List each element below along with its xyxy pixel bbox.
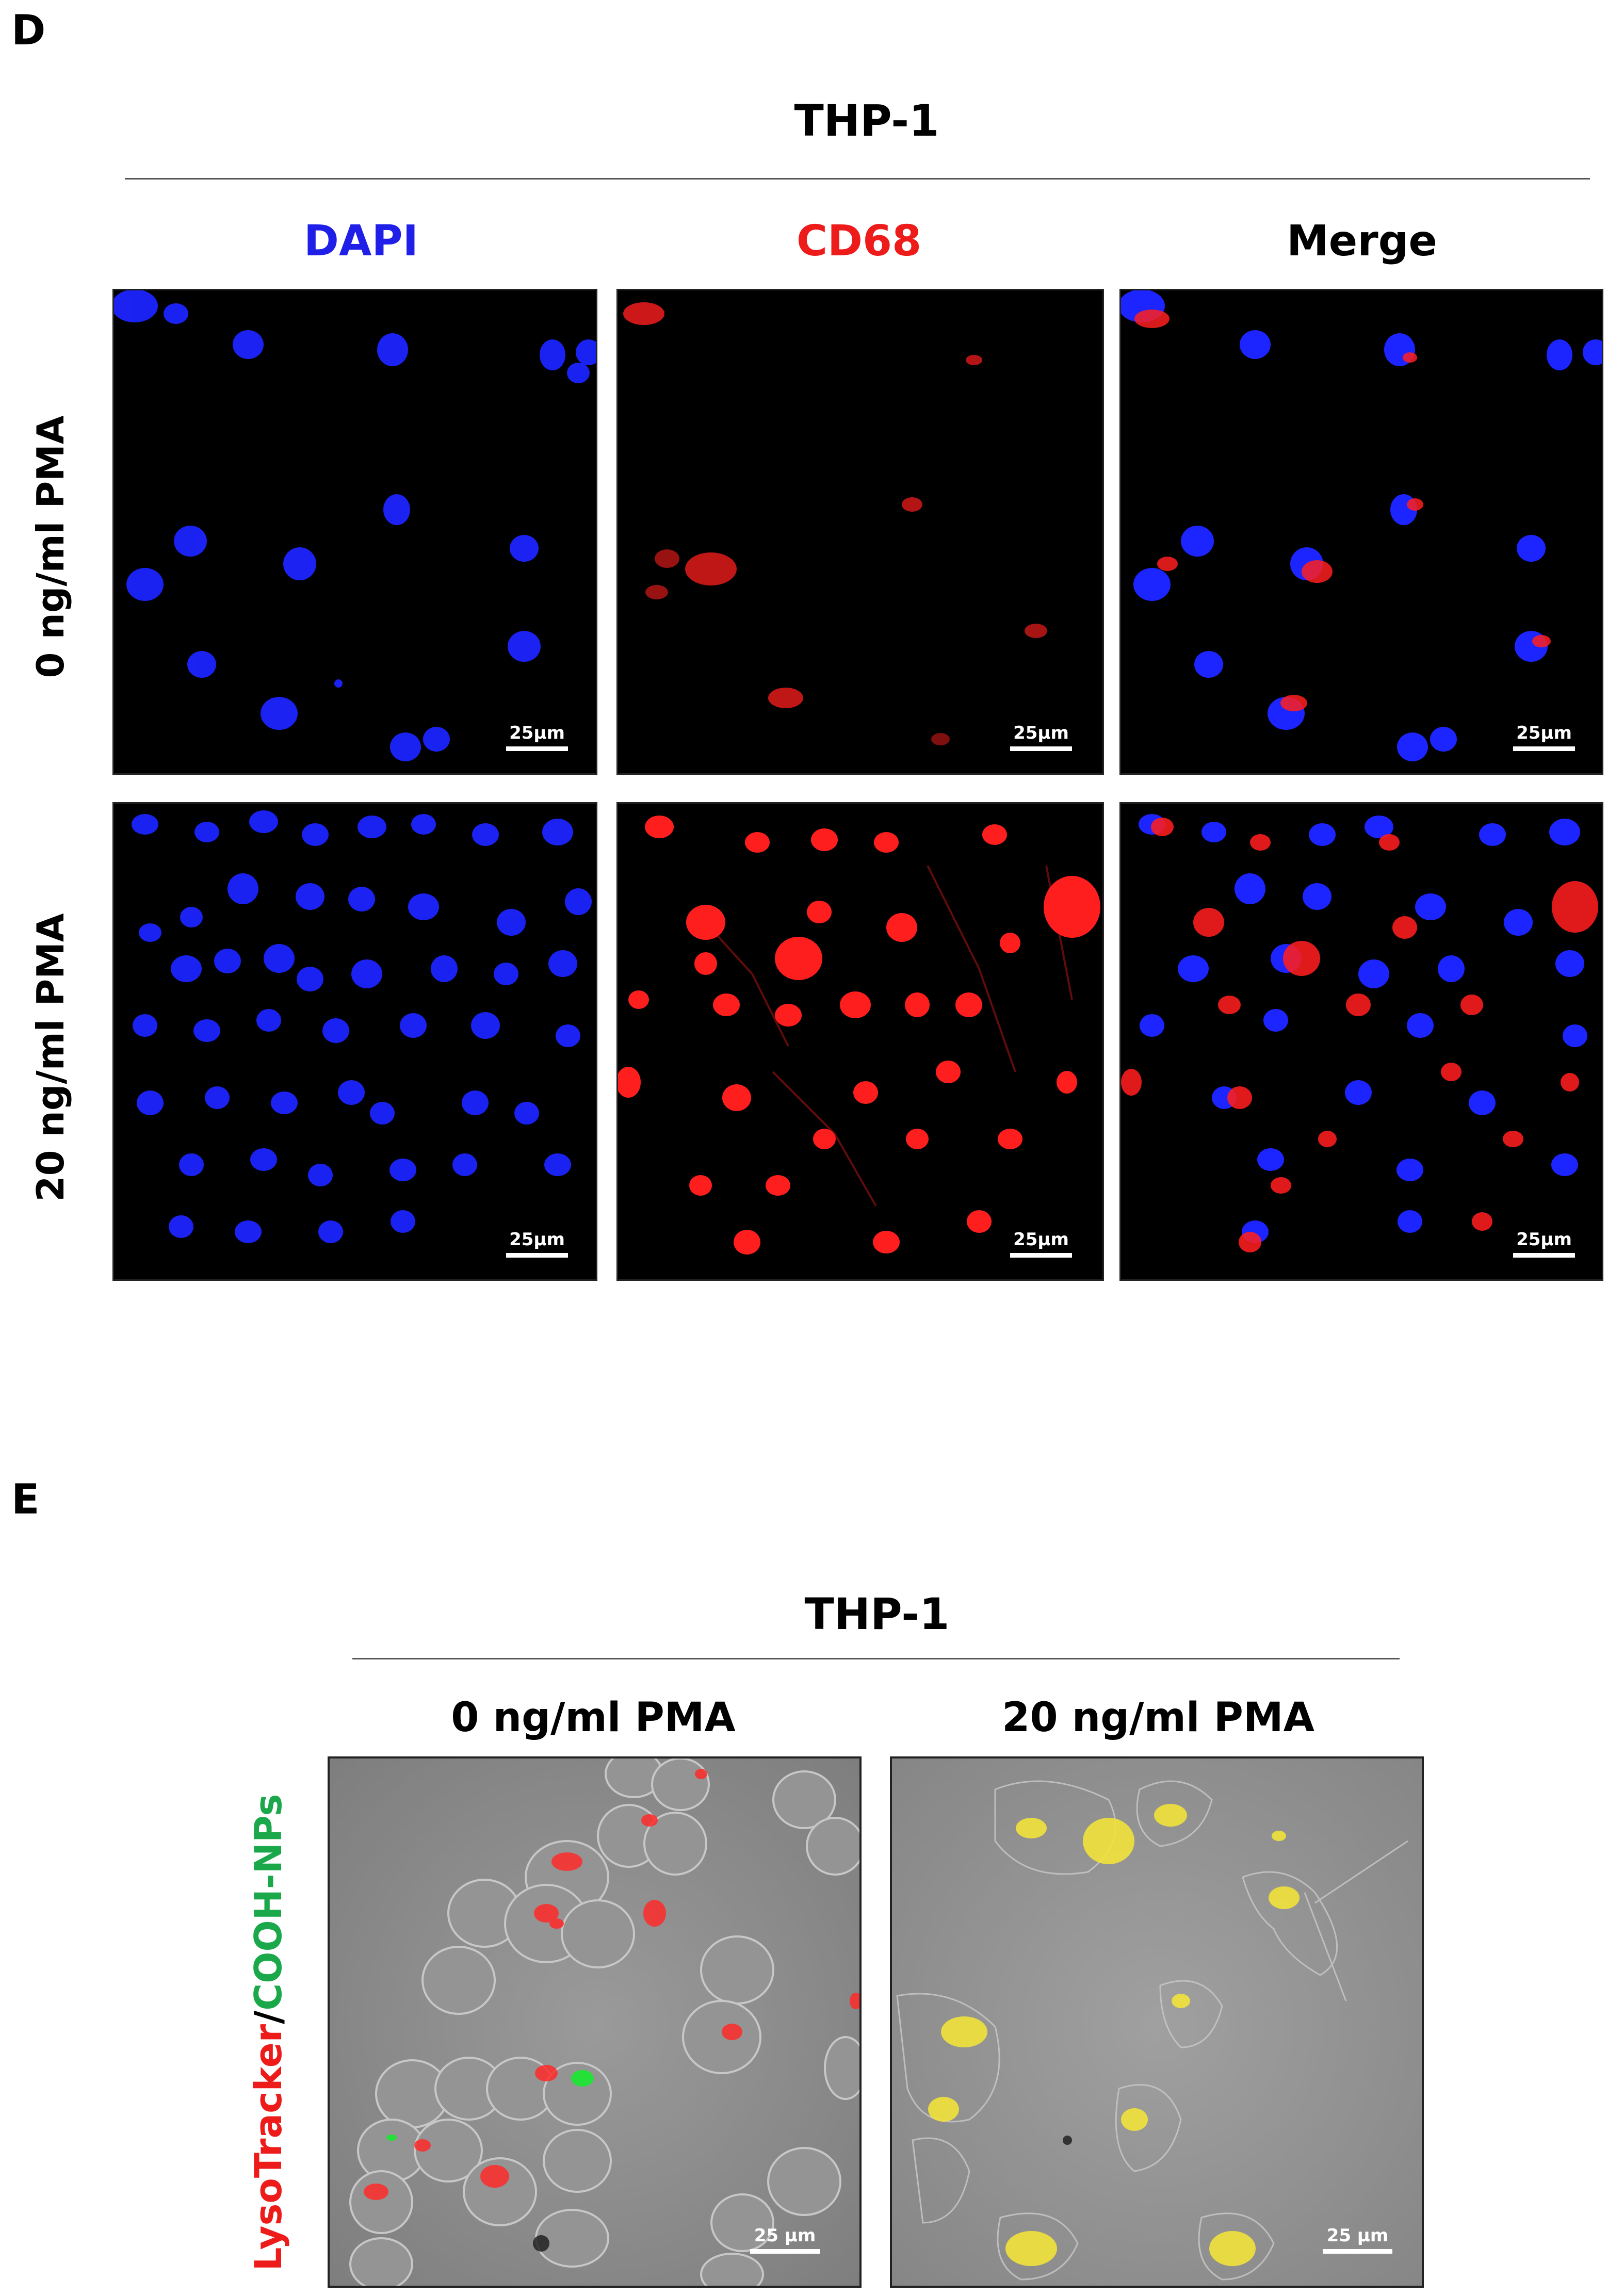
label-separator: / xyxy=(247,2010,290,2024)
brightfield-20-pma: 25 μm xyxy=(890,1756,1424,2288)
row-label-0-pma: 0 ng/ml PMA xyxy=(29,415,72,678)
micrograph-merge-0-pma: 25μm xyxy=(1119,289,1603,775)
scalebar-label: 25μm xyxy=(1013,1229,1069,1250)
panel-e-title: THP-1 xyxy=(804,1589,950,1639)
dapi-20-pma-cells xyxy=(132,810,592,1243)
panel-d-title-rule xyxy=(125,178,1590,180)
micrograph-dapi-0-pma: 25μm xyxy=(112,289,597,775)
brightfield-20-pma-cells xyxy=(892,1758,1422,2286)
micrograph-merge-20-pma: 25μm xyxy=(1119,802,1603,1281)
lysotracker-label: LysoTracker xyxy=(247,2024,290,2271)
brightfield-0-pma-cells xyxy=(330,1758,859,2286)
scalebar-line xyxy=(1010,1253,1072,1258)
scalebar-line xyxy=(750,2249,820,2254)
merge-20-pma-cells xyxy=(1121,814,1598,1252)
panel-letter-d: D xyxy=(11,6,46,54)
scalebar-cd68-0-pma: 25μm xyxy=(1010,723,1072,751)
scalebar-label: 25μm xyxy=(1516,1229,1572,1250)
panel-e-title-rule xyxy=(352,1658,1400,1659)
scalebar-label: 25μm xyxy=(1516,723,1572,743)
lysotracker-cooh-nps-label: LysoTracker/COOH-NPs xyxy=(247,1794,290,2271)
condition-label-20-pma: 20 ng/ml PMA xyxy=(1002,1695,1314,1741)
scalebar-cd68-20-pma: 25μm xyxy=(1010,1229,1072,1258)
scalebar-line xyxy=(506,746,568,751)
brightfield-0-pma: 25 μm xyxy=(328,1756,862,2288)
panel-letter-e: E xyxy=(11,1475,40,1523)
scalebar-line xyxy=(1010,746,1072,751)
micrograph-cd68-20-pma: 25μm xyxy=(616,802,1104,1281)
cooh-nps-label: COOH-NPs xyxy=(247,1794,290,2011)
micrograph-dapi-20-pma: 25μm xyxy=(112,802,597,1281)
scalebar-merge-20-pma: 25μm xyxy=(1513,1229,1575,1258)
merge-0-pma-cells xyxy=(1121,290,1602,761)
scalebar-label: 25μm xyxy=(509,1229,565,1250)
scalebar-merge-0-pma: 25μm xyxy=(1513,723,1575,751)
column-label-cd68: CD68 xyxy=(796,217,922,266)
scalebar-label: 25 μm xyxy=(1326,2225,1389,2246)
dapi-0-pma-cells xyxy=(114,290,596,761)
scalebar-brightfield-20-pma: 25 μm xyxy=(1323,2225,1392,2254)
scalebar-line xyxy=(1513,746,1575,751)
cd68-0-pma-signal xyxy=(623,302,1047,745)
scalebar-line xyxy=(1513,1253,1575,1258)
cd68-20-pma-signal xyxy=(618,816,1100,1255)
panel-d-title: THP-1 xyxy=(794,95,939,146)
scalebar-line xyxy=(506,1253,568,1258)
scalebar-label: 25 μm xyxy=(754,2225,816,2246)
micrograph-cd68-0-pma: 25μm xyxy=(616,289,1104,775)
scalebar-brightfield-0-pma: 25 μm xyxy=(750,2225,820,2254)
scalebar-line xyxy=(1323,2249,1392,2254)
column-label-dapi: DAPI xyxy=(303,217,419,266)
scalebar-label: 25μm xyxy=(1013,723,1069,743)
condition-label-0-pma: 0 ng/ml PMA xyxy=(451,1695,736,1741)
row-label-20-pma: 20 ng/ml PMA xyxy=(29,913,72,1202)
column-label-merge: Merge xyxy=(1287,217,1437,266)
scalebar-dapi-0-pma: 25μm xyxy=(506,723,568,751)
scalebar-dapi-20-pma: 25μm xyxy=(506,1229,568,1258)
scalebar-label: 25μm xyxy=(509,723,565,743)
